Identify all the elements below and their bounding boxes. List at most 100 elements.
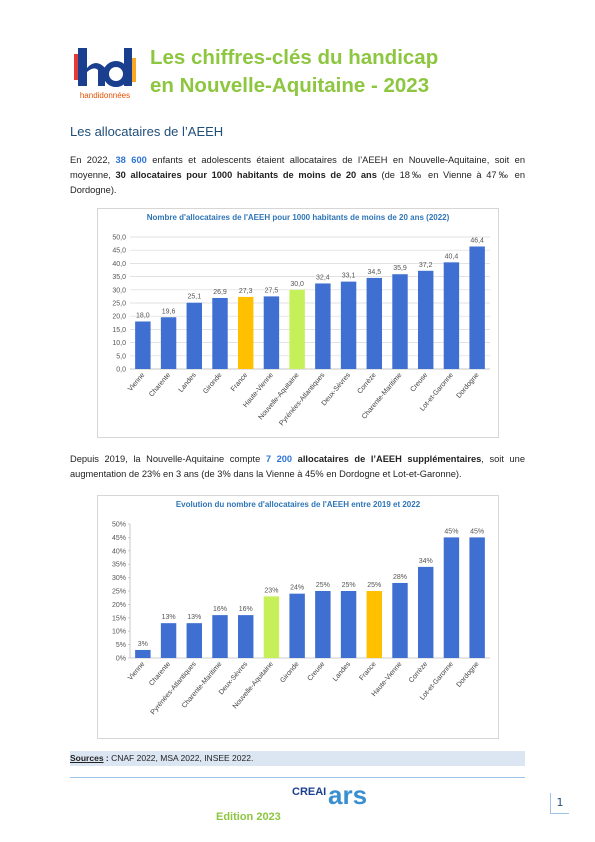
x-tick-label: Gironde [202,372,223,396]
y-tick-label: 0,0 [116,367,126,374]
y-tick-label: 15,0 [112,327,126,334]
chart-title: Nombre d'allocataires de l'AEEH pour 100… [147,213,450,222]
edition: Edition 2023 [216,811,281,823]
sources-text: CNAF 2022, MSA 2022, INSEE 2022. [108,753,254,763]
x-tick-label: Dordogne [456,661,481,689]
y-tick-label: 15% [112,615,126,622]
data-label: 27,5 [265,287,279,294]
sources: Sources : CNAF 2022, MSA 2022, INSEE 202… [70,751,525,766]
data-label: 26,9 [213,289,227,296]
bar [289,289,305,369]
text-segment: Depuis 2019, la Nouvelle-Aquitaine compt… [70,454,266,464]
text-segment: En 2022, [70,155,116,165]
y-tick-label: 35% [112,562,126,569]
bar [443,537,460,658]
bar [263,596,280,658]
x-tick-label: France [230,372,249,393]
y-tick-label: 25,0 [112,301,126,308]
title: Les chiffres-clés du handicap [150,46,439,69]
data-label: 16% [239,606,253,613]
bar [289,593,305,658]
bar [366,591,382,658]
y-tick-label: 50,0 [112,235,126,242]
bar [315,283,331,369]
data-label: 34,5 [367,269,381,276]
bar [469,537,485,658]
bar [263,296,280,369]
y-tick-label: 0% [116,656,126,663]
paragraph: Depuis 2019, la Nouvelle-Aquitaine compt… [70,452,525,482]
bar [135,649,151,658]
y-tick-label: 30% [112,575,126,582]
data-label: 30,0 [290,281,304,288]
bar [238,615,254,658]
data-label: 28% [393,574,407,581]
bar [160,623,177,658]
bar [135,321,151,369]
data-label: 19,6 [162,308,176,315]
x-tick-label: Landes [178,371,198,393]
chart: Nombre d'allocataires de l'AEEH pour 100… [97,208,499,438]
y-tick-label: 5,0 [116,353,126,360]
text-segment: (de 18‰ en Vienne à 47‰ en Dordogne). [70,170,525,195]
logo-shape [78,48,87,86]
bar [392,582,408,658]
data-label: 32,4 [316,274,330,281]
x-tick-label: France [358,661,377,682]
section-title: Les allocataires de l’AEEH [70,124,224,139]
text-segment: , soit une augmentation de 23% en 3 ans … [70,454,526,479]
data-label: 46,4 [470,238,484,245]
data-label: 25% [367,582,381,589]
y-tick-label: 10,0 [112,340,126,347]
x-tick-label: Gironde [279,661,300,685]
bar [392,274,408,369]
bar [238,296,254,369]
y-tick-label: 45,0 [112,248,126,255]
data-label: 25% [316,582,330,589]
y-tick-label: 20,0 [112,314,126,321]
y-tick-label: 20% [112,602,126,609]
y-tick-label: 40,0 [112,261,126,268]
bar [340,281,357,369]
y-tick-label: 45% [112,535,126,542]
data-label: 34% [419,558,433,565]
sources-sep: : [103,753,109,763]
text-segment: 7 200 [265,454,293,464]
y-tick-label: 40% [112,548,126,555]
x-tick-label: Dordogne [456,372,481,400]
logo-shape [87,63,105,86]
data-label: 35,9 [393,265,407,272]
text-segment: allocataires de l’AEEH supplémentaires [292,454,482,464]
data-label: 16% [213,606,227,613]
x-tick-label: Pyrénées-Atlantiques [278,371,326,427]
data-label: 18,0 [136,312,150,319]
y-tick-label: 50% [112,522,126,529]
x-tick-label: Pyrénées-Atlantiques [150,660,198,716]
logo-text: handidonnées [80,91,130,100]
text-segment: enfants et adolescents étaient allocatai… [70,155,525,180]
logo-text: CREAI [292,786,327,798]
title: en Nouvelle-Aquitaine - 2023 [150,74,430,97]
x-tick-label: Creuse [409,372,429,394]
separator [70,777,525,778]
data-label: 45% [444,528,458,535]
bar [160,317,177,369]
data-label: 37,2 [419,262,433,269]
logo-text: ars [328,780,368,810]
y-tick-label: 10% [112,629,126,636]
x-tick-label: Creuse [307,661,327,683]
text-segment: 38 600 [115,155,147,165]
data-label: 25,1 [187,294,201,301]
data-label: 40,4 [445,253,459,260]
page-number: 1 [550,793,569,814]
text-segment: 30 allocataires pour 1000 habitants de m… [115,170,377,180]
y-tick-label: 35,0 [112,274,126,281]
bar [469,246,485,369]
data-label: 13% [162,614,176,621]
x-tick-label: Charente [148,372,172,399]
bar [186,623,202,658]
bar [315,591,331,658]
x-tick-label: Vienne [127,372,146,393]
y-tick-label: 30,0 [112,287,126,294]
